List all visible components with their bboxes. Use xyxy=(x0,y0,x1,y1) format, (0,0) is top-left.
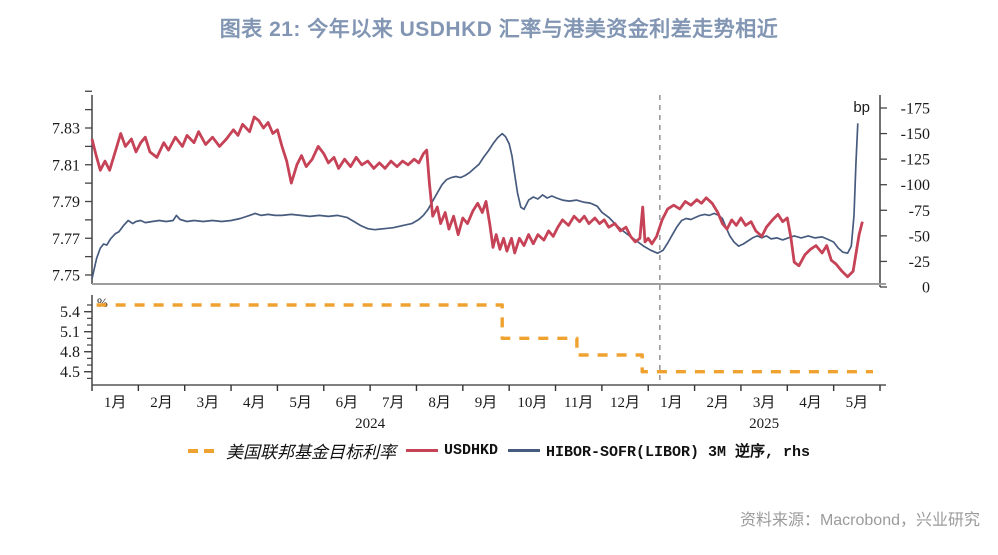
right-axis-tick-label: -50 xyxy=(909,228,930,245)
month-label: 10月 xyxy=(517,395,547,411)
month-label: 5月 xyxy=(289,395,312,411)
legend-label: HIBOR-SOFR(LIBOR) 3M 逆序, rhs xyxy=(545,444,811,461)
left-axis-tick-label: 7.81 xyxy=(52,157,80,174)
right-axis-tick-label: -150 xyxy=(901,126,930,143)
usdhkd-line-swatch xyxy=(405,448,438,453)
legend-label: USDHKD xyxy=(443,442,498,459)
bottom-left-tick-label: 5.4 xyxy=(60,304,80,321)
month-label: 4月 xyxy=(799,395,822,411)
month-label: 5月 xyxy=(846,395,869,411)
left-axis-tick-label: 7.75 xyxy=(52,268,80,285)
chart-title: 图表 21: 今年以来 USDHKD 汇率与港美资金利差走势相近 xyxy=(219,18,779,41)
legend-label: 美国联邦基金目标利率 xyxy=(225,443,396,462)
month-label: 3月 xyxy=(753,395,776,411)
usdhkd-line xyxy=(90,115,864,279)
hibor-sofr-spread-line xyxy=(91,123,859,279)
month-label: 2月 xyxy=(707,395,730,411)
fed-funds-target-rate-line xyxy=(96,303,873,374)
bottom-left-tick-label: 4.8 xyxy=(60,344,80,361)
right-axis-tick-label: -100 xyxy=(901,177,930,194)
left-axis-tick-label: 7.77 xyxy=(52,231,80,248)
legend-item-hibor-sofr: HIBOR-SOFR(LIBOR) 3M 逆序, rhs xyxy=(507,440,811,461)
month-label: 9月 xyxy=(475,395,498,411)
left-axis-tick-label: 7.79 xyxy=(52,194,80,211)
right-axis-tick-label: -75 xyxy=(909,203,930,220)
data-source-note: 资料来源：Macrobond，兴业研究 xyxy=(739,512,980,529)
right-axis-tick-label: -125 xyxy=(901,152,930,169)
left-axis-tick-label: 7.83 xyxy=(52,121,80,138)
year-label: 2024 xyxy=(355,416,386,432)
month-label: 1月 xyxy=(660,395,683,411)
right-axis-tick-label: -175 xyxy=(901,101,930,118)
chart-legend: 美国联邦基金目标利率 USDHKD HIBOR-SOFR(LIBOR) 3M 逆… xyxy=(0,438,998,463)
hibor-sofr-line-swatch xyxy=(507,449,540,452)
year-label: 2025 xyxy=(749,416,779,432)
bottom-left-unit-label: % xyxy=(97,295,108,310)
month-label: 2月 xyxy=(150,395,173,411)
month-label: 1月 xyxy=(104,395,127,411)
legend-item-fed-funds: 美国联邦基金目标利率 xyxy=(187,438,396,463)
month-label: 12月 xyxy=(610,395,640,411)
bottom-left-tick-label: 4.5 xyxy=(60,364,80,381)
month-label: 11月 xyxy=(564,395,593,411)
right-axis-unit-label: bp xyxy=(853,99,870,116)
bottom-left-tick-label: 5.1 xyxy=(60,324,80,341)
legend-item-usdhkd: USDHKD xyxy=(405,442,498,459)
month-label: 4月 xyxy=(243,395,266,411)
month-label: 8月 xyxy=(428,395,451,411)
month-label: 3月 xyxy=(197,395,220,411)
month-label: 7月 xyxy=(382,395,405,411)
fed-funds-dashed-swatch xyxy=(187,448,220,453)
right-axis-tick-label: -25 xyxy=(909,254,930,271)
right-axis-tick-label: 0 xyxy=(922,280,930,297)
month-label: 6月 xyxy=(336,395,359,411)
